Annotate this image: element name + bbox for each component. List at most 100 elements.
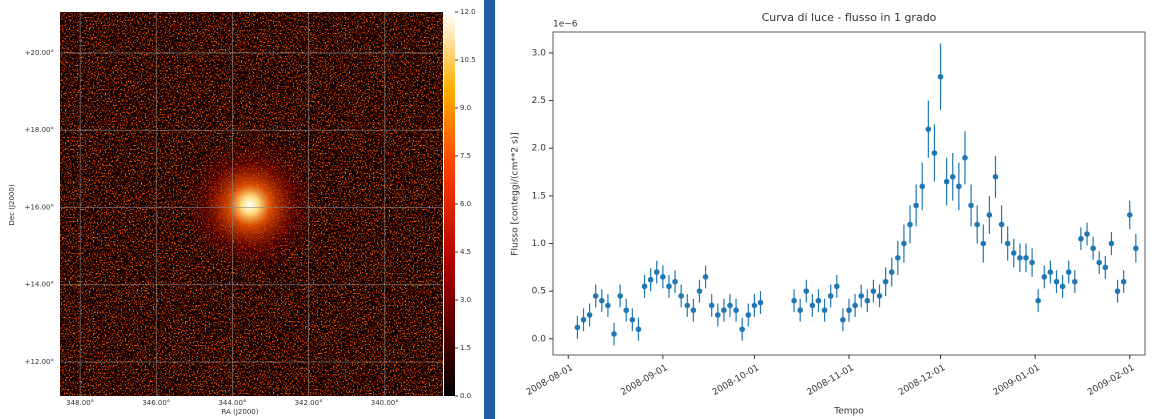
data-point: [1133, 245, 1139, 252]
data-point: [672, 278, 678, 285]
data-point: [684, 302, 691, 309]
data-point: [840, 316, 846, 323]
data-point: [797, 307, 803, 314]
data-point: [1023, 255, 1029, 261]
data-point: [943, 178, 950, 185]
data-point: [1072, 278, 1078, 285]
y-tick-label: +20.00°: [25, 49, 54, 57]
data-point: [907, 221, 913, 228]
data-point: [721, 307, 727, 314]
data-point: [815, 297, 822, 304]
data-point: [1120, 278, 1127, 285]
data-point: [733, 307, 739, 314]
y-tick-label: 0.5: [532, 287, 546, 297]
data-point: [1047, 269, 1054, 275]
data-point: [1078, 235, 1084, 242]
y-tick-label: 3.0: [532, 48, 547, 58]
data-point: [580, 316, 587, 323]
data-point: [1065, 269, 1072, 275]
colorbar-tick-label: 10.5: [460, 56, 476, 64]
data-point: [1090, 245, 1096, 252]
data-point: [660, 274, 666, 280]
data-point: [745, 312, 752, 318]
y-tick-label: +16.00°: [25, 203, 54, 211]
data-point: [888, 269, 895, 275]
y-tick-label: +12.00°: [25, 358, 54, 366]
data-point: [833, 283, 840, 290]
data-point: [895, 255, 901, 261]
data-point: [1096, 259, 1103, 266]
data-point: [956, 183, 962, 190]
y-tick-label: 2.0: [532, 144, 547, 154]
data-point: [1108, 240, 1115, 247]
colorbar-tick-label: 6.0: [460, 200, 471, 208]
divider: [484, 0, 495, 419]
data-point: [653, 269, 660, 275]
data-point: [1059, 283, 1066, 290]
data-point: [1126, 212, 1133, 218]
data-point: [696, 288, 703, 294]
y-axis-label: Dec (J2000): [8, 184, 16, 225]
data-point: [974, 221, 980, 228]
colorbar-tick-label: 9.0: [460, 104, 471, 112]
x-axis-label: Tempo: [833, 407, 864, 417]
data-point: [998, 221, 1005, 228]
data-point: [1114, 288, 1121, 294]
y-tick-label: +14.00°: [25, 281, 54, 289]
data-point: [980, 240, 987, 247]
data-point: [586, 312, 593, 318]
data-point: [1029, 259, 1035, 266]
y-tick-label: 1.0: [532, 239, 547, 249]
colorbar-tick-label: 0.0: [460, 392, 471, 400]
data-point: [858, 293, 865, 299]
x-tick-label: 342.00°: [295, 399, 323, 407]
data-point: [751, 302, 758, 309]
data-point: [925, 126, 932, 132]
chart-title: Curva di luce - flusso in 1 grado: [762, 11, 937, 24]
data-point: [803, 288, 810, 294]
y-tick-label: 2.5: [532, 96, 546, 106]
data-point: [708, 302, 715, 309]
data-point: [937, 73, 944, 80]
data-point: [605, 302, 611, 309]
offset-text: 1e−6: [553, 20, 578, 30]
data-point: [901, 240, 907, 247]
data-point: [757, 299, 764, 306]
data-point: [647, 276, 654, 283]
x-tick-label: 344.00°: [218, 399, 246, 407]
data-point: [623, 307, 630, 314]
data-point: [962, 154, 968, 161]
data-point: [1017, 255, 1023, 261]
data-point: [727, 302, 733, 309]
y-tick-label: 1.5: [532, 191, 546, 201]
data-point: [599, 297, 605, 304]
data-point: [702, 274, 709, 280]
x-axis-label: RA (J2000): [222, 408, 259, 416]
data-point: [592, 293, 599, 299]
colorbar-tick-label: 4.5: [460, 248, 471, 256]
data-point: [809, 302, 816, 309]
data-point: [1010, 250, 1017, 256]
data-point: [1004, 240, 1011, 247]
data-point: [1084, 231, 1090, 237]
data-point: [574, 324, 581, 331]
data-point: [635, 326, 642, 333]
data-point: [611, 331, 617, 337]
y-axis-label: Flusso [conteggi/(cm**2 s)]: [511, 132, 521, 255]
data-point: [968, 202, 974, 209]
data-point: [678, 293, 684, 299]
data-point: [629, 316, 636, 323]
data-point: [821, 307, 828, 314]
data-point: [791, 297, 797, 304]
data-point: [641, 283, 648, 290]
data-point: [617, 293, 623, 299]
data-point: [1035, 297, 1041, 304]
data-point: [992, 174, 999, 180]
data-point: [846, 307, 852, 314]
colorbar-tick-label: 1.5: [460, 344, 471, 352]
source: [180, 135, 320, 275]
colorbar: [444, 12, 455, 396]
data-point: [864, 297, 871, 304]
data-point: [919, 183, 926, 190]
data-point: [870, 288, 877, 294]
